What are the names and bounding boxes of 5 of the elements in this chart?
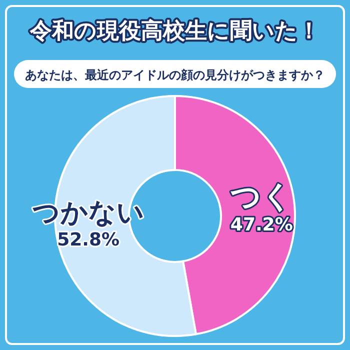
slice-label: つく — [230, 179, 293, 214]
chart-subtitle: あなたは、最近のアイドルの顔の見分けがつきますか？ — [25, 68, 325, 82]
data-label: 52.8% — [57, 230, 120, 251]
data-label: 47.2% — [230, 214, 293, 236]
chart-title: 令和の現役高校生に聞いた！ — [29, 18, 320, 44]
